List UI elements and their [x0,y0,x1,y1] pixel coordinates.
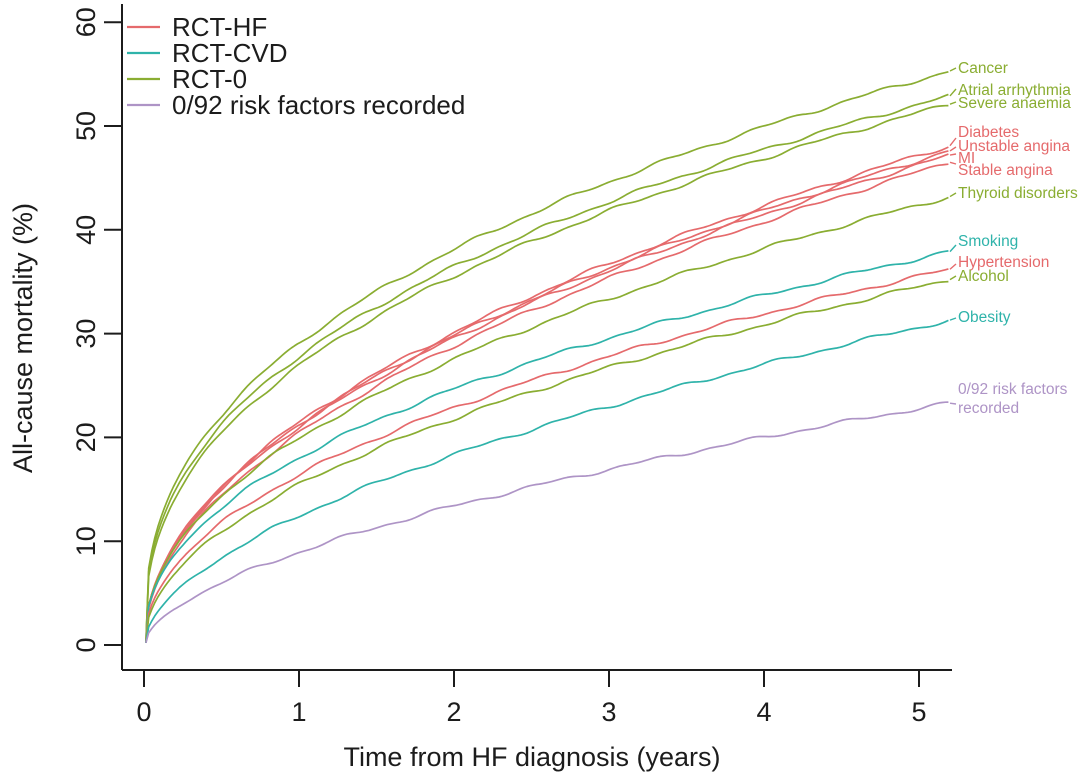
curve-atrial-arrhythmia [145,93,949,643]
curve-label-0-92-risk-factors-recorded: 0/92 risk factors [958,381,1068,398]
x-tick-label: 2 [446,697,461,727]
curve-label-alcohol: Alcohol [958,268,1009,285]
curve-connector-diabetes [949,137,957,147]
legend-label-0-92-risk-factors-recorded: 0/92 risk factors recorded [172,90,465,120]
curve-connector-unstable-angina [949,146,957,152]
curve-severe-anaemia [145,104,949,643]
curve-connector-thyroid-disorders [949,192,957,198]
curve-label-thyroid-disorders: Thyroid disorders [958,185,1078,202]
curve-connector-hypertension [949,263,957,270]
curve-label-obesity: Obesity [958,309,1011,326]
curve-label-0-92-risk-factors-recorded: recorded [958,400,1019,417]
x-tick-label: 3 [601,697,616,727]
y-tick-label: 0 [71,637,101,652]
curve-connector-obesity [949,317,957,321]
curve-0-92-risk-factors-recorded [145,401,949,644]
x-tick-label: 0 [136,697,151,727]
curve-label-severe-anaemia: Severe anaemia [958,95,1071,112]
curve-label-smoking: Smoking [958,233,1018,250]
curve-obesity [145,319,949,644]
curve-thyroid-disorders [145,196,949,643]
curve-unstable-angina [145,150,949,643]
x-tick-label: 4 [756,697,771,727]
legend-label-rct-cvd: RCT-CVD [172,38,288,68]
x-tick-label: 1 [291,697,306,727]
curve-mi [145,153,949,643]
curve-label-stable-angina: Stable angina [958,162,1053,179]
curve-connector-0-92-risk-factors-recorded [949,402,957,405]
legend-label-rct-hf: RCT-HF [172,12,267,42]
curves [145,67,957,644]
y-tick-label: 20 [71,422,101,452]
curve-label-cancer: Cancer [958,60,1008,77]
curve-cancer [145,70,949,643]
curve-connector-mi [949,153,957,156]
curve-diabetes [145,146,949,643]
x-tick-label: 5 [911,697,926,727]
curve-label-diabetes: Diabetes [958,124,1019,141]
curve-label-hypertension: Hypertension [958,254,1049,271]
y-tick-label: 30 [71,319,101,349]
y-tick-label: 50 [71,111,101,141]
axes: 0 10 20 30 40 50 60 0 1 2 3 4 5 [71,4,952,727]
curve-smoking [145,250,949,643]
y-axis-title: All-cause mortality (%) [8,203,38,473]
curve-alcohol [145,280,949,643]
curve-connector-smoking [949,244,957,253]
curve-connector-severe-anaemia [949,101,957,105]
curve-stable-angina [145,163,949,643]
curve-connector-alcohol [949,275,957,281]
curve-label-atrial-arrhythmia: Atrial arrhythmia [958,82,1071,99]
y-tick-label: 10 [71,526,101,556]
curve-label-mi: MI [958,150,975,167]
y-tick-label: 60 [71,7,101,37]
y-tick-label: 40 [71,215,101,245]
curve-connector-atrial-arrhythmia [949,88,957,97]
curve-label-unstable-angina: Unstable angina [958,138,1070,155]
legend-label-rct-0: RCT-0 [172,64,247,94]
curve-connector-stable-angina [949,161,957,165]
curve-connector-cancer [949,67,957,72]
x-axis-title: Time from HF diagnosis (years) [343,742,720,772]
curve-hypertension [145,268,949,643]
